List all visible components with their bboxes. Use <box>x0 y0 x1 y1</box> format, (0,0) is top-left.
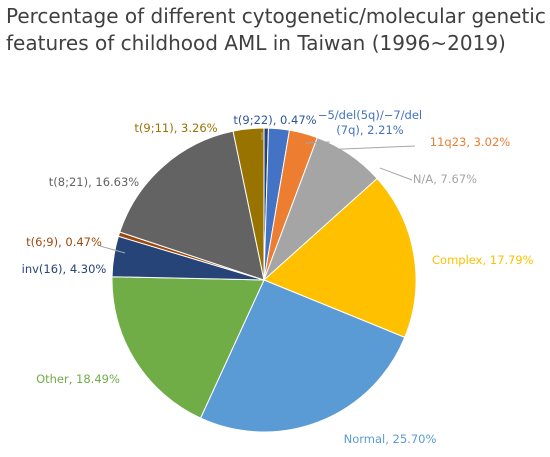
pie-slice-5 <box>199 279 406 433</box>
data-label-0-line-0: t(9;22), 0.47% <box>233 113 316 127</box>
data-label-5: Normal, 25.70% <box>344 432 437 446</box>
data-label-10-line-0: t(9;11), 3.26% <box>134 121 217 135</box>
data-label-8: t(6;9), 0.47% <box>26 235 102 249</box>
data-label-6-line-0: Other, 18.49% <box>36 372 120 386</box>
data-label-0: t(9;22), 0.47% <box>233 113 316 127</box>
data-label-4-line-0: Complex, 17.79% <box>432 253 534 267</box>
data-label-2: 11q23, 3.02% <box>430 135 510 149</box>
leader-line-1 <box>304 141 331 144</box>
data-label-3-line-0: N/A, 7.67% <box>413 172 477 186</box>
chart-title: Percentage of different cytogenetic/mole… <box>6 3 546 57</box>
data-label-3: N/A, 7.67% <box>413 172 477 186</box>
data-label-6: Other, 18.49% <box>36 372 120 386</box>
data-label-7: inv(16), 4.30% <box>22 262 107 276</box>
chart-title-line-2: features of childhood AML in Taiwan (199… <box>6 31 506 55</box>
data-label-7-line-0: inv(16), 4.30% <box>22 262 107 276</box>
data-label-1: −5/del(5q)/−7/del (7q), 2.21% <box>318 108 422 137</box>
chart-title-line-1: Percentage of different cytogenetic/mole… <box>6 4 546 28</box>
data-label-10: t(9;11), 3.26% <box>134 121 217 135</box>
pie-slice-9 <box>119 130 265 281</box>
data-label-1-line-0: −5/del(5q)/−7/del <box>318 108 422 122</box>
pie-slice-10 <box>232 127 265 281</box>
data-label-8-line-0: t(6;9), 0.47% <box>26 235 102 249</box>
data-label-9: t(8;21), 16.63% <box>49 175 140 189</box>
leader-line-2 <box>317 145 416 151</box>
data-label-5-line-0: Normal, 25.70% <box>344 432 437 446</box>
data-label-4: Complex, 17.79% <box>432 253 534 267</box>
leader-line-3 <box>379 167 413 181</box>
pie-slice-6 <box>111 276 265 419</box>
pie-slice-4 <box>263 177 417 339</box>
data-label-2-line-0: 11q23, 3.02% <box>430 135 510 149</box>
data-label-1-line-1: (7q), 2.21% <box>336 123 404 137</box>
data-label-9-line-0: t(8;21), 16.63% <box>49 175 140 189</box>
leader-line-8 <box>99 245 126 254</box>
